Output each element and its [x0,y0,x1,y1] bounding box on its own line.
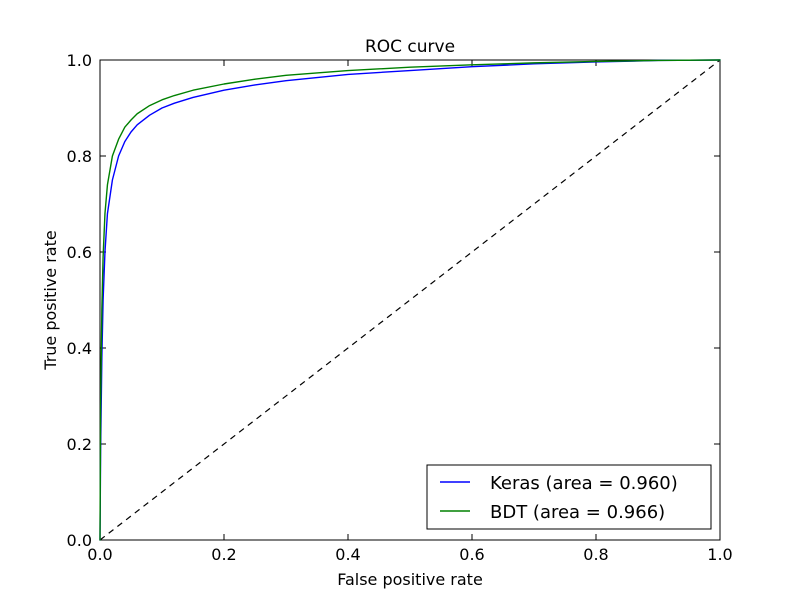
legend-box [426,464,712,530]
x-tick-label: 0.8 [583,545,608,564]
x-tick-label: 0.4 [335,545,360,564]
y-tick-label: 0.0 [67,531,92,550]
x-tick-label: 0.6 [459,545,484,564]
x-tick-label: 1.0 [707,545,732,564]
x-axis-label: False positive rate [337,570,483,589]
plot-area: 0.0 0.2 0.4 0.6 0.8 1.0 0.0 0.2 0.4 0.6 0.8 1.0 [67,51,733,564]
bdt-roc-line [99,59,721,541]
y-tick-label: 0.8 [67,147,92,166]
x-tick-label: 0.0 [87,545,112,564]
y-tick-label: 0.6 [67,243,92,262]
chart-title: ROC curve [365,37,455,57]
legend-keras-label: Keras (area = 0.960) [490,473,678,494]
legend: Keras (area = 0.960) BDT (area = 0.966) [426,464,712,530]
x-tick-label: 0.2 [211,545,236,564]
y-axis-label: True positive rate [41,230,60,370]
series-layer [99,59,721,541]
reference-line [99,59,721,541]
axis-ticks: 0.0 0.2 0.4 0.6 0.8 1.0 0.0 0.2 0.4 0.6 0.8 1.0 [67,51,733,564]
legend-bdt-label: BDT (area = 0.966) [490,502,665,523]
y-tick-label: 1.0 [67,51,92,70]
keras-roc-line [99,59,721,541]
y-tick-label: 0.2 [67,435,92,454]
y-tick-label: 0.4 [67,339,92,358]
